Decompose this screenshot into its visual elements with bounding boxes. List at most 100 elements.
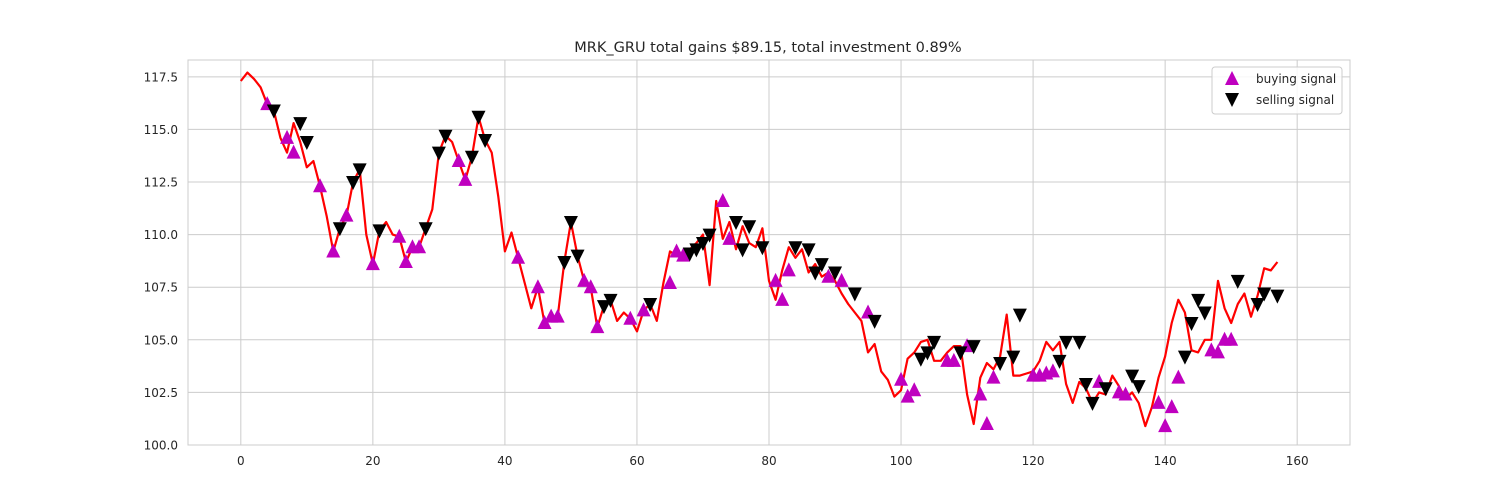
- sell-signal-marker: [867, 314, 882, 329]
- x-tick-label: 60: [629, 454, 644, 468]
- legend: buying signal selling signal: [1211, 66, 1343, 115]
- buy-signal-marker: [583, 279, 598, 294]
- sell-signal-marker: [742, 220, 757, 235]
- sell-signal-marker: [1012, 308, 1027, 323]
- buy-signal-marker: [722, 230, 737, 245]
- y-tick-label: 117.5: [144, 70, 178, 84]
- y-tick-label: 110.0: [144, 228, 178, 242]
- legend-box: [1211, 66, 1343, 115]
- sell-signal-marker: [993, 356, 1008, 371]
- x-tick-label: 40: [497, 454, 512, 468]
- buy-signal-marker: [1224, 331, 1239, 346]
- sell-signal-marker: [471, 110, 486, 125]
- buy-signal-marker: [458, 171, 473, 186]
- sell-signal-marker: [293, 117, 308, 132]
- sell-signal-marker: [557, 255, 572, 270]
- sell-signal-marker: [431, 146, 446, 161]
- x-tick-label: 80: [761, 454, 776, 468]
- sell-signal-marker: [689, 243, 704, 258]
- sell-signal-marker: [808, 266, 823, 281]
- buy-signal-marker: [907, 382, 922, 397]
- buy-signal-marker: [1151, 394, 1166, 409]
- axis-ticks: 0 20 40 60 80 100 120 140 160 100.0 102.5 105.0 107.…: [144, 70, 1309, 468]
- sell-signal-marker: [847, 287, 862, 302]
- buy-signal-marker: [775, 291, 790, 306]
- buy-signal-marker: [339, 207, 354, 222]
- sell-signal-marker: [1250, 298, 1265, 313]
- buy-signal-marker: [715, 192, 730, 207]
- sell-signal-marker: [828, 266, 843, 281]
- sell-signal-marker: [603, 293, 618, 308]
- sell-signal-marker: [478, 133, 493, 148]
- buy-markers: [260, 96, 1239, 433]
- sell-signal-marker: [299, 136, 314, 151]
- plot-frame: [187, 59, 1351, 446]
- buy-signal-marker: [577, 272, 592, 287]
- buy-signal-marker: [286, 144, 301, 159]
- sell-signal-marker: [1257, 287, 1272, 302]
- buy-signal-marker: [662, 275, 677, 290]
- buy-signal-marker: [894, 371, 909, 386]
- sell-signal-marker: [1191, 293, 1206, 308]
- sell-signal-marker: [596, 300, 611, 315]
- buy-signal-marker: [511, 249, 526, 264]
- price-line: [239, 71, 1279, 428]
- sell-signal-marker: [1098, 382, 1113, 397]
- sell-signal-marker: [1052, 354, 1067, 369]
- sell-signal-marker: [1230, 274, 1245, 289]
- sell-signal-marker: [1006, 350, 1021, 365]
- buy-signal-marker: [280, 129, 295, 144]
- legend-buy-label: buying signal: [1256, 72, 1336, 86]
- sell-signal-marker: [1059, 335, 1074, 350]
- buy-signal-marker: [530, 279, 545, 294]
- x-tick-label: 100: [890, 454, 913, 468]
- sell-signal-marker: [643, 298, 658, 313]
- buy-signal-marker: [821, 268, 836, 283]
- sell-signal-marker: [755, 241, 770, 256]
- x-tick-label: 20: [365, 454, 380, 468]
- sell-signal-marker: [570, 249, 585, 264]
- buy-signal-marker: [398, 253, 413, 268]
- sell-signal-marker: [1131, 380, 1146, 395]
- sell-signal-marker: [788, 241, 803, 256]
- buy-signal-marker: [676, 247, 691, 262]
- buy-signal-marker: [1164, 399, 1179, 414]
- buy-signal-marker: [1158, 418, 1173, 433]
- sell-signal-marker: [735, 243, 750, 258]
- buy-signal-marker: [623, 310, 638, 325]
- buy-signal-marker: [590, 319, 605, 334]
- sell-signal-marker: [332, 222, 347, 237]
- legend-buy-marker: [1225, 71, 1239, 85]
- chart-title: MRK_GRU total gains $89.15, total invest…: [574, 40, 961, 56]
- sell-signal-marker: [418, 222, 433, 237]
- buy-signal-marker: [1171, 369, 1186, 384]
- sell-signal-marker: [695, 237, 710, 252]
- sell-signal-marker: [1184, 316, 1199, 331]
- y-tick-label: 102.5: [144, 386, 178, 400]
- y-tick-label: 112.5: [144, 176, 178, 190]
- x-tick-label: 160: [1286, 454, 1309, 468]
- buy-signal-marker: [392, 228, 407, 243]
- sell-signal-marker: [913, 352, 928, 367]
- sell-signal-marker: [1072, 335, 1087, 350]
- buy-signal-marker: [313, 178, 328, 193]
- y-tick-label: 100.0: [144, 439, 178, 453]
- y-tick-label: 105.0: [144, 333, 178, 347]
- sell-signal-marker: [966, 340, 981, 355]
- sell-signal-marker: [352, 163, 367, 178]
- buy-signal-marker: [1118, 386, 1133, 401]
- sell-signal-marker: [1085, 396, 1100, 411]
- buy-signal-marker: [636, 302, 651, 317]
- buy-signal-marker: [412, 239, 427, 254]
- y-tick-label: 107.5: [144, 281, 178, 295]
- sell-signal-marker: [1177, 350, 1192, 365]
- sell-signal-marker: [953, 346, 968, 361]
- buy-signal-marker: [1210, 344, 1225, 359]
- x-tick-label: 120: [1022, 454, 1045, 468]
- sell-markers: [266, 104, 1285, 411]
- x-tick-label: 140: [1154, 454, 1177, 468]
- sell-signal-marker: [1078, 377, 1093, 392]
- sell-signal-marker: [346, 176, 361, 191]
